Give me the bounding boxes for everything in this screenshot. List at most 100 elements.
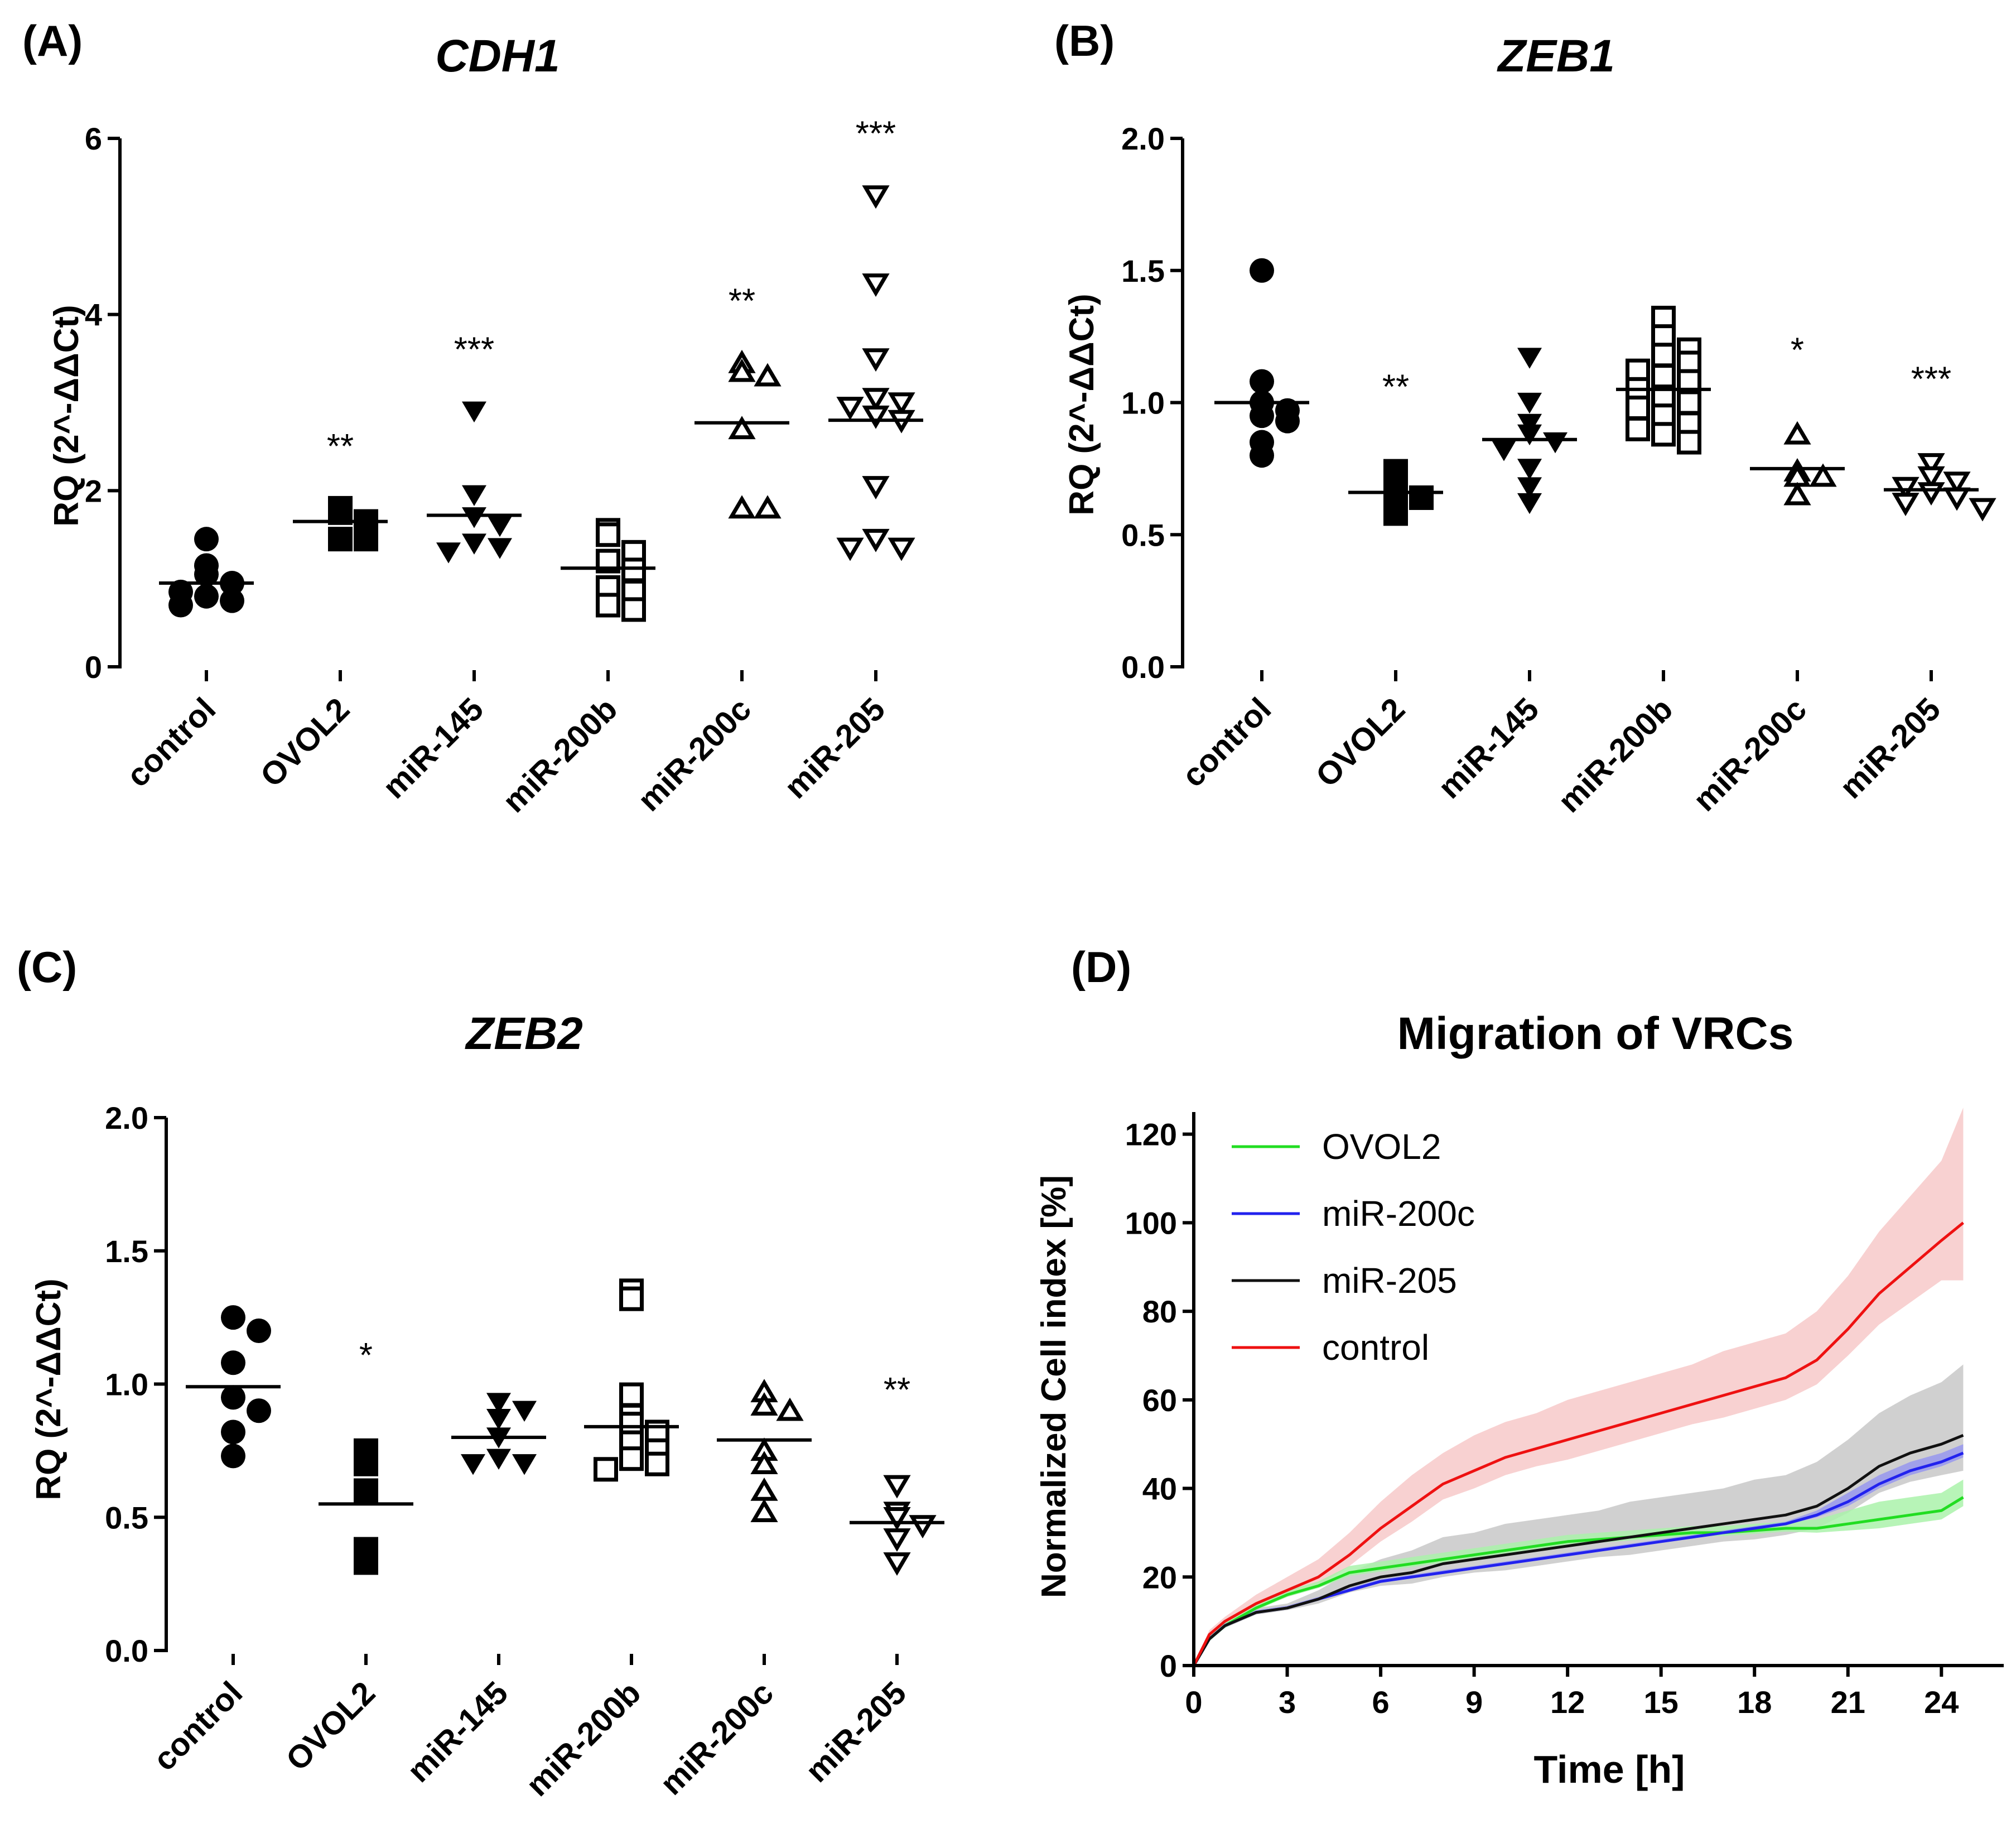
data-point [596,593,620,618]
data-point [221,1385,245,1410]
data-point [1892,493,1919,516]
x-tick-label: 0 [1185,1685,1202,1720]
x-tick-label: miR-200b [496,691,625,820]
data-point [488,538,512,559]
y-tick-label: 0.5 [1121,517,1165,552]
data-point [328,527,353,552]
significance-label: *** [1911,360,1951,398]
data-point [1517,413,1542,435]
data-point [883,1507,911,1531]
data-point [728,358,756,382]
x-tick-label: miR-145 [1431,691,1546,806]
data-point [1917,466,1945,490]
y-tick-label: 0.5 [105,1500,148,1535]
data-point [1409,485,1434,510]
x-tick-label: 12 [1550,1685,1585,1720]
data-point [883,1528,911,1552]
data-point [1677,430,1701,455]
y-tick-label: 1.5 [105,1234,148,1269]
y-tick-label: 1.0 [1121,386,1165,421]
series-line-mir-205 [1192,1434,1964,1667]
x-tick-label: miR-205 [799,1674,914,1789]
data-point [1517,424,1542,446]
y-tick-label: 4 [85,297,102,333]
significance-label: ** [884,1371,910,1409]
data-point [247,1319,271,1343]
data-point [862,348,890,372]
significance-label: ** [1382,368,1409,407]
data-point [750,1392,778,1416]
panel-label-a: (A) [22,16,83,65]
data-point [1917,482,1945,506]
data-point [862,528,890,552]
data-point [168,593,193,618]
x-tick-label: miR-200c [1686,691,1814,818]
data-point [836,397,864,420]
data-point [888,392,915,416]
y-tick-label: 0 [1160,1648,1177,1683]
x-tick-label: miR-145 [376,691,491,806]
data-point [862,388,890,412]
y-tick-label: 0 [85,649,102,685]
data-point [1250,443,1274,468]
x-tick-label: miR-200b [1551,691,1680,820]
data-point [1783,482,1811,506]
data-point [1383,501,1408,526]
data-point [596,522,620,547]
x-tick-label: miR-205 [778,691,893,806]
x-tick-label: 3 [1279,1685,1296,1720]
significance-label: ** [327,427,354,466]
series-line-ovol2 [1192,1496,1964,1667]
data-point [221,1443,245,1469]
chart-title-a: CDH1 [435,31,560,81]
x-axis-c: control OVOL2 miR-145 miR-200b miR-200c miR-2… [146,1654,913,1803]
data-point [1543,432,1568,454]
x-tick-label: 15 [1644,1685,1679,1720]
data-point [354,1478,378,1503]
x-tick-label: miR-205 [1833,691,1948,806]
data-point [486,1449,511,1470]
data-point [354,1451,378,1476]
data-point [1517,392,1542,414]
y-tick-label: 120 [1125,1117,1177,1152]
y-axis-label-a: RQ (2^-ΔΔCt) [47,305,86,526]
data-point [1517,493,1542,514]
x-axis-label-d: Time [h] [1534,1748,1685,1791]
data-point [354,527,378,552]
y-tick-label: 80 [1142,1294,1177,1329]
data-point [1626,395,1650,420]
data-point [1677,390,1701,415]
x-tick-label: 9 [1465,1685,1483,1720]
data-point [462,485,486,507]
data-point [220,588,244,613]
data-point [1651,364,1676,389]
data-point [750,1451,778,1475]
y-axis-c: 0.0 0.5 1.0 1.5 2.0 [105,1100,168,1668]
significance-label: * [359,1336,373,1375]
x-axis-a: control OVOL2 miR-145 miR-200b miR-200c miR-2… [119,670,892,820]
x-tick-label: 24 [1924,1685,1959,1720]
data-point [645,1451,669,1476]
series-lines-d [1192,1221,1964,1667]
significance-label: *** [856,115,896,153]
y-axis-label-c: RQ (2^-ΔΔCt) [30,1278,68,1500]
y-tick-label: 6 [85,121,102,156]
data-point [1275,408,1300,434]
x-tick-label: control [1175,691,1278,794]
legend-label: miR-200c [1322,1194,1475,1234]
y-tick-label: 0.0 [105,1633,148,1668]
data-points-a: ********** [159,115,923,622]
data-point [1917,453,1945,477]
data-point [1517,459,1542,480]
data-point [728,495,756,519]
data-point [461,1454,485,1475]
y-tick-label: 60 [1142,1383,1177,1418]
data-point [486,1393,511,1414]
data-point [750,1477,778,1501]
y-axis-b: 0.0 0.5 1.0 1.5 2.0 [1121,121,1184,685]
y-tick-label: 2.0 [105,1100,148,1135]
data-point [883,1552,911,1576]
legend-label: OVOL2 [1322,1127,1441,1167]
panel-label-d: (D) [1071,942,1131,992]
